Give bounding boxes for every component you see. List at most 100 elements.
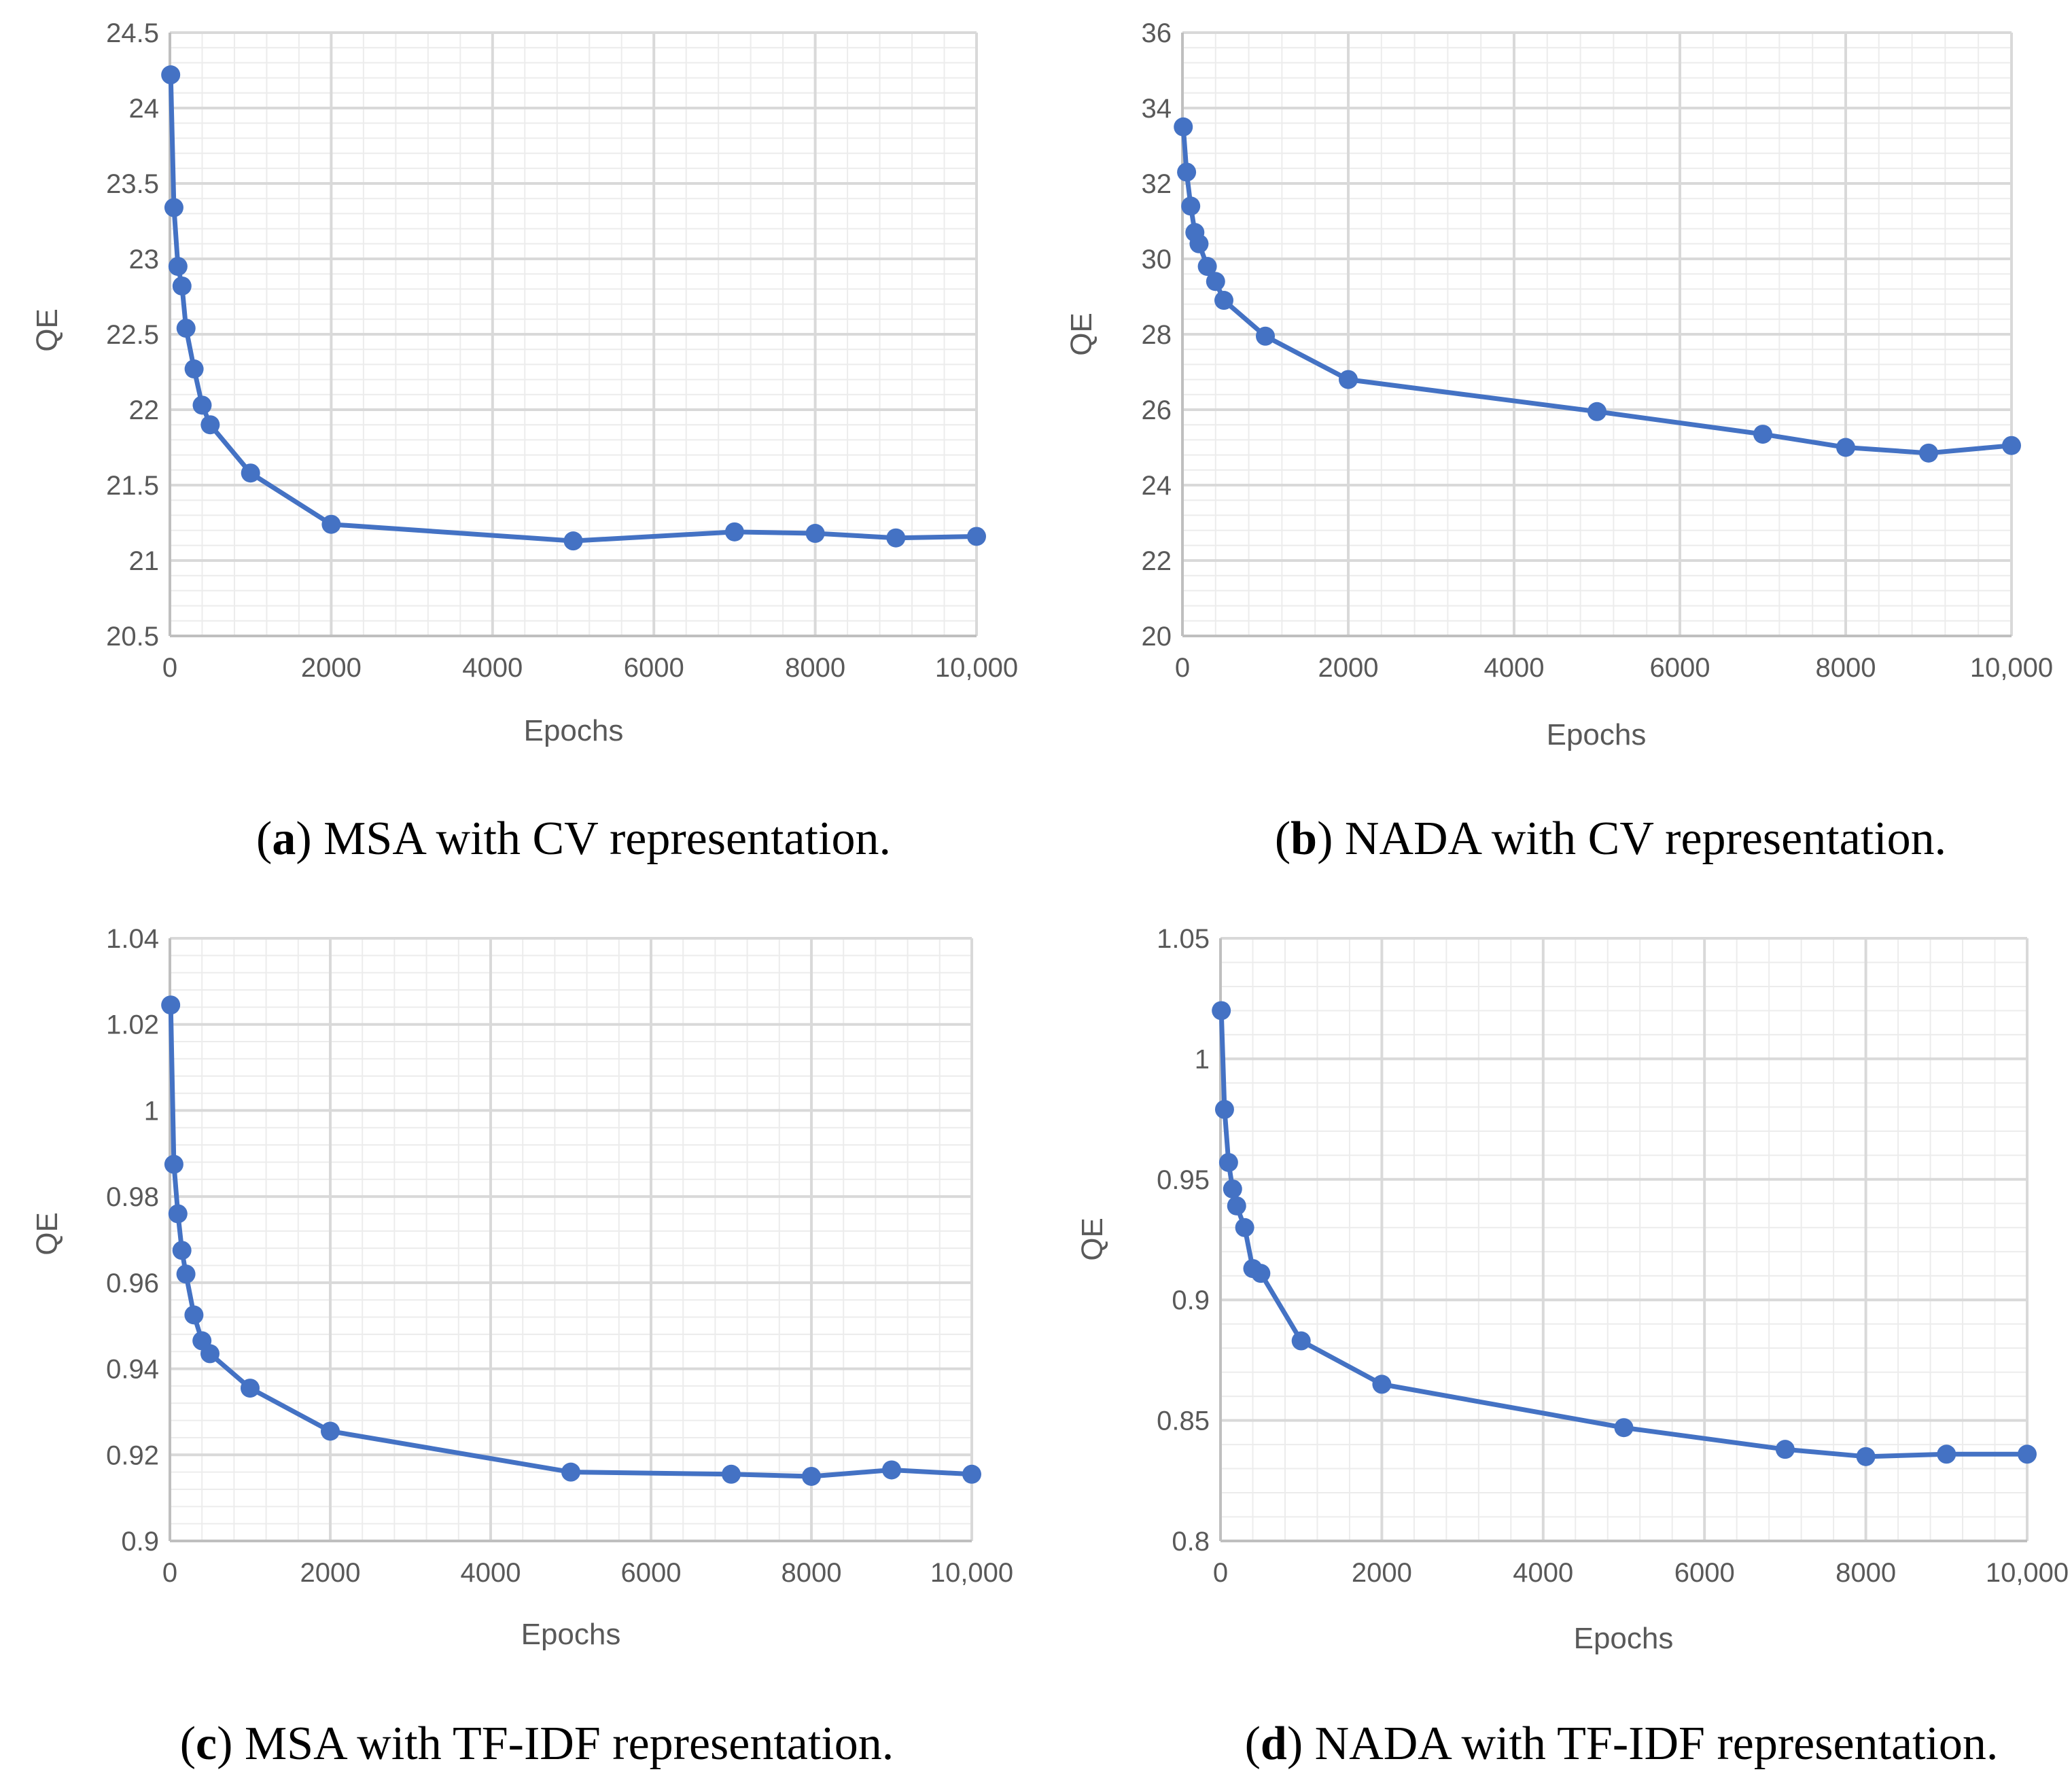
- x-tick-label: 8000: [1836, 1558, 1896, 1588]
- y-tick-label: 1: [1195, 1044, 1210, 1074]
- data-point: [2018, 1444, 2037, 1464]
- data-point: [1291, 1331, 1311, 1351]
- data-point: [176, 1264, 196, 1284]
- panel-c-series: [161, 995, 981, 1486]
- y-tick-label: 0.9: [121, 1527, 159, 1557]
- data-point: [1372, 1374, 1392, 1394]
- panel-b-y-ticks: 20 22 24 26 28 30 32 34 36: [1142, 18, 1172, 652]
- y-tick-label: 22: [1142, 546, 1172, 576]
- data-point: [962, 1464, 981, 1484]
- panel-d-series: [1212, 1001, 2037, 1466]
- y-tick-label: 0.95: [1157, 1165, 1210, 1195]
- data-point: [1181, 196, 1201, 216]
- panel-d-y-axis-title: QE: [1076, 1218, 1109, 1261]
- x-tick-label: 6000: [621, 1558, 682, 1588]
- series-line: [168, 75, 977, 544]
- data-point: [1177, 162, 1197, 182]
- panel-b-caption-letter: b: [1290, 813, 1317, 865]
- data-point: [321, 1421, 340, 1441]
- data-point: [192, 395, 212, 415]
- x-tick-label: 10,000: [935, 653, 1018, 683]
- data-point: [164, 198, 183, 217]
- x-tick-label: 0: [162, 653, 177, 683]
- data-point: [1206, 272, 1225, 291]
- y-tick-label: 0.92: [106, 1440, 159, 1470]
- y-tick-label: 0.9: [1172, 1285, 1210, 1315]
- data-point: [886, 528, 906, 548]
- data-point: [1753, 425, 1772, 444]
- panel-c: 0.9 0.92 0.94 0.96 0.98 1 1.02 1.04 0 2000 4000 60…: [31, 924, 1013, 1770]
- data-point: [168, 1204, 188, 1224]
- data-point: [967, 527, 986, 546]
- data-point: [172, 276, 192, 296]
- data-point: [161, 995, 181, 1015]
- y-tick-label: 0.94: [106, 1355, 159, 1385]
- y-tick-label: 24: [129, 94, 160, 124]
- x-tick-label: 2000: [301, 653, 362, 683]
- panel-c-caption-text: MSA with TF-IDF representation.: [245, 1718, 894, 1770]
- data-point: [172, 1241, 192, 1260]
- panel-c-caption-letter: c: [196, 1718, 217, 1770]
- x-tick-label: 2000: [300, 1558, 361, 1588]
- x-tick-label: 0: [1213, 1558, 1228, 1588]
- data-point: [241, 1379, 260, 1398]
- x-tick-label: 6000: [624, 653, 684, 683]
- y-tick-label: 22.5: [106, 320, 159, 350]
- x-tick-label: 10,000: [1986, 1558, 2069, 1588]
- data-point: [164, 1154, 183, 1174]
- y-tick-label: 32: [1142, 169, 1172, 199]
- x-tick-label: 0: [1175, 653, 1190, 683]
- panel-d-y-ticks: 0.8 0.85 0.9 0.95 1 1.05: [1157, 924, 1210, 1557]
- data-point: [724, 522, 744, 542]
- data-point: [184, 1305, 204, 1325]
- y-tick-label: 36: [1142, 18, 1172, 48]
- data-point: [176, 319, 196, 338]
- panel-d-caption-text: NADA with TF-IDF representation.: [1315, 1718, 1999, 1770]
- data-point: [200, 1344, 220, 1364]
- x-tick-label: 4000: [461, 1558, 521, 1588]
- y-tick-label: 20.5: [106, 622, 159, 652]
- x-tick-label: 8000: [782, 1558, 842, 1588]
- panel-b-caption: (b) NADA with CV representation.: [1275, 813, 1946, 865]
- data-point: [561, 1462, 580, 1482]
- y-tick-label: 30: [1142, 245, 1172, 274]
- data-point: [2002, 436, 2021, 455]
- data-point: [1937, 1444, 1956, 1464]
- y-tick-label: 28: [1142, 320, 1172, 350]
- data-point: [200, 415, 220, 435]
- data-point: [882, 1460, 901, 1480]
- y-tick-label: 1.05: [1157, 924, 1210, 954]
- y-tick-label: 0.8: [1172, 1527, 1210, 1557]
- panel-b-y-axis-title: QE: [1065, 313, 1098, 356]
- panel-c-x-axis-title: Epochs: [521, 1618, 621, 1651]
- data-point: [1189, 234, 1209, 253]
- y-tick-label: 23.5: [106, 169, 159, 199]
- x-tick-label: 8000: [785, 653, 845, 683]
- data-point: [1587, 402, 1606, 421]
- data-point: [1256, 326, 1275, 346]
- y-tick-label: 23: [129, 245, 160, 274]
- data-point: [1856, 1447, 1876, 1466]
- x-tick-label: 6000: [1674, 1558, 1735, 1588]
- data-point: [1214, 291, 1233, 311]
- panel-a-y-ticks: 20.5 21 21.5 22 22.5 23 23.5 24 24.5: [106, 18, 159, 652]
- data-point: [161, 65, 181, 85]
- y-tick-label: 24.5: [106, 18, 159, 48]
- y-tick-label: 21.5: [106, 471, 159, 501]
- panel-d-caption-letter: d: [1261, 1718, 1287, 1770]
- panel-a-x-ticks: 0 2000 4000 6000 8000 10,000: [162, 653, 1018, 683]
- data-point: [1235, 1218, 1254, 1237]
- x-tick-label: 0: [162, 1558, 177, 1588]
- panel-a-caption-letter: a: [272, 813, 296, 865]
- y-tick-label: 0.85: [1157, 1406, 1210, 1436]
- panel-c-grid: [169, 937, 973, 1542]
- y-tick-label: 1.02: [106, 1010, 159, 1040]
- panel-b-x-axis-title: Epochs: [1547, 718, 1647, 751]
- data-point: [1218, 1152, 1238, 1172]
- y-tick-label: 1.04: [106, 924, 159, 954]
- panel-d-x-axis-title: Epochs: [1574, 1622, 1674, 1655]
- panel-a-caption: (a) MSA with CV representation.: [256, 813, 891, 865]
- data-point: [168, 257, 188, 277]
- data-point: [722, 1464, 741, 1484]
